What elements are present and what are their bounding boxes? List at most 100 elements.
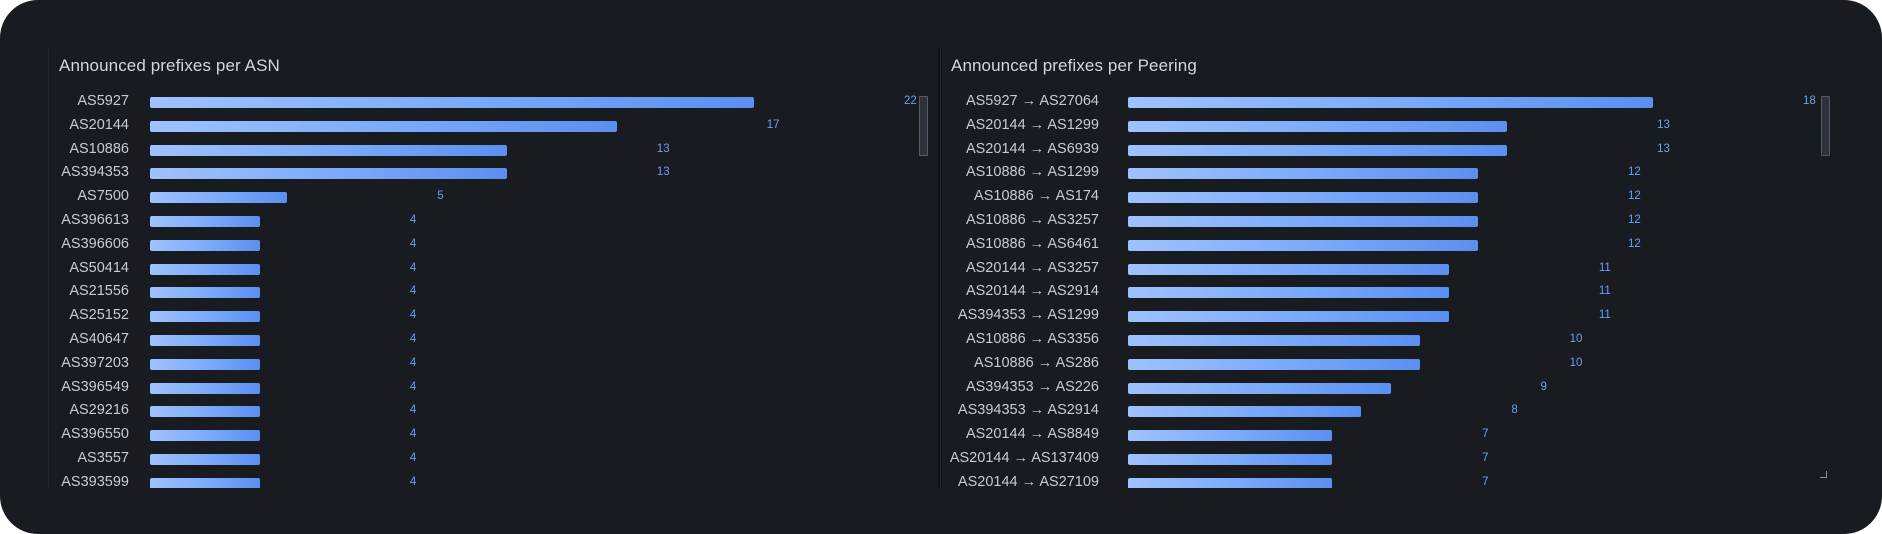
- bar-row[interactable]: AS25152 4: [49, 304, 939, 328]
- bar[interactable]: [1128, 263, 1449, 275]
- bar[interactable]: [150, 382, 260, 394]
- bar[interactable]: [150, 358, 260, 370]
- bar[interactable]: [150, 406, 260, 418]
- bar[interactable]: [150, 430, 260, 442]
- bar-row[interactable]: AS5927 → AS27064 18: [941, 90, 1841, 114]
- bar-label: AS50414: [69, 259, 129, 276]
- bar[interactable]: [150, 239, 260, 251]
- bar-row[interactable]: AS10886 → AS174 12: [941, 185, 1841, 209]
- bar-value: 7: [1482, 428, 1489, 441]
- scrollbar[interactable]: [919, 96, 928, 156]
- bar-row[interactable]: AS20144 → AS137409 7: [941, 447, 1841, 471]
- bar[interactable]: [1128, 192, 1478, 204]
- bar-label: AS20144 → AS2914: [965, 283, 1099, 300]
- bar-label: AS20144 → AS1299: [965, 116, 1099, 133]
- bar-row[interactable]: AS396613 4: [49, 209, 939, 233]
- bar[interactable]: [150, 454, 260, 465]
- bar-row[interactable]: AS21556 4: [49, 280, 939, 304]
- bar-row[interactable]: AS396606 4: [49, 233, 939, 257]
- bar[interactable]: [1128, 311, 1449, 323]
- bar[interactable]: [1128, 168, 1478, 180]
- bar-row[interactable]: AS10886 → AS286 10: [941, 352, 1841, 376]
- panel-prefixes-per-peering: Announced prefixes per Peering AS5927 → …: [940, 48, 1841, 488]
- bar-row[interactable]: AS7500 5: [49, 185, 939, 209]
- bar-row[interactable]: AS20144 → AS2914 11: [941, 280, 1841, 304]
- bar-row[interactable]: AS10886 → AS6461 12: [941, 233, 1841, 257]
- bar-row[interactable]: AS40647 4: [49, 328, 939, 352]
- bar-row[interactable]: AS394353 → AS1299 11: [941, 304, 1841, 328]
- bar-label: AS394353 → AS2914: [957, 402, 1099, 419]
- bar[interactable]: [1128, 287, 1449, 299]
- bar-row[interactable]: AS20144 → AS27109 7: [941, 471, 1841, 488]
- bar[interactable]: [1128, 382, 1391, 394]
- bar-row[interactable]: AS394353 → AS2914 8: [941, 399, 1841, 423]
- bar-row[interactable]: AS20144 → AS6939 13: [941, 138, 1841, 162]
- bar[interactable]: [150, 168, 507, 180]
- bar[interactable]: [150, 144, 507, 156]
- bar-row[interactable]: AS397203 4: [49, 352, 939, 376]
- bar-value: 9: [1540, 380, 1547, 393]
- bar-row[interactable]: AS5927 22: [49, 90, 939, 114]
- bar-label: AS5927 → AS27064: [965, 93, 1099, 109]
- bar[interactable]: [1128, 358, 1420, 370]
- bar[interactable]: [150, 97, 754, 108]
- bar-row[interactable]: AS20144 17: [49, 114, 939, 138]
- bar-row[interactable]: AS10886 → AS1299 12: [941, 161, 1841, 185]
- bar[interactable]: [1128, 120, 1508, 132]
- bar-row[interactable]: AS3557 4: [49, 447, 939, 471]
- bar-row[interactable]: AS396549 4: [49, 376, 939, 400]
- bar-row[interactable]: AS10886 → AS3257 12: [941, 209, 1841, 233]
- bar-row[interactable]: AS10886 → AS3356 10: [941, 328, 1841, 352]
- bar-row[interactable]: AS20144 → AS3257 11: [941, 257, 1841, 281]
- bar-value: 7: [1482, 475, 1489, 488]
- bar-value: 12: [1628, 190, 1641, 203]
- scrollbar[interactable]: [1821, 96, 1830, 156]
- bar-row[interactable]: AS29216 4: [49, 399, 939, 423]
- bar[interactable]: [1128, 239, 1478, 251]
- panel-title: Announced prefixes per ASN: [59, 56, 280, 75]
- bar-chart-asn[interactable]: AS5927 22 AS20144 17 AS10886 13 AS394353 13 AS75…: [49, 90, 939, 488]
- bar-row[interactable]: AS394353 13: [49, 161, 939, 185]
- bar-label: AS20144 → AS3257: [965, 259, 1099, 276]
- resize-handle-icon[interactable]: [1820, 471, 1827, 478]
- bar[interactable]: [1128, 97, 1653, 108]
- bar[interactable]: [150, 192, 288, 204]
- bar-value: 11: [1598, 285, 1611, 298]
- bar-row[interactable]: AS396550 4: [49, 423, 939, 447]
- bar[interactable]: [1128, 406, 1362, 418]
- bar[interactable]: [1128, 335, 1420, 346]
- bar-label: AS3557: [77, 450, 129, 466]
- bar[interactable]: [150, 263, 260, 275]
- bar[interactable]: [1128, 454, 1333, 465]
- bar-label: AS29216: [69, 402, 129, 419]
- bar-label: AS40647: [69, 331, 129, 347]
- bar[interactable]: [150, 120, 617, 132]
- bar[interactable]: [1128, 430, 1333, 442]
- bar-value: 4: [409, 404, 417, 417]
- bar-value: 12: [1628, 214, 1641, 226]
- bar-value: 5: [437, 190, 444, 203]
- bar-value: 17: [766, 118, 780, 131]
- bar[interactable]: [150, 216, 260, 227]
- bar[interactable]: [150, 335, 260, 346]
- bar-label: AS20144 → AS8849: [965, 426, 1099, 443]
- bar[interactable]: [150, 311, 260, 323]
- bar[interactable]: [1128, 216, 1478, 227]
- bar-value: 7: [1482, 452, 1489, 464]
- bar-value: 10: [1569, 356, 1583, 369]
- bar[interactable]: [150, 287, 260, 299]
- bar-row[interactable]: AS20144 → AS8849 7: [941, 423, 1841, 447]
- bar[interactable]: [1128, 477, 1333, 488]
- bar-chart-peering[interactable]: AS5927 → AS27064 18 AS20144 → AS1299 13 AS20…: [941, 90, 1841, 488]
- bar-row[interactable]: AS20144 → AS1299 13: [941, 114, 1841, 138]
- bar[interactable]: [1128, 144, 1508, 156]
- bar[interactable]: [150, 477, 260, 488]
- bar-row[interactable]: AS50414 4: [49, 257, 939, 281]
- bar-row[interactable]: AS394353 → AS226 9: [941, 376, 1841, 400]
- bar-label: AS10886: [69, 140, 129, 157]
- bar-value: 4: [409, 237, 417, 250]
- bar-row[interactable]: AS10886 13: [49, 138, 939, 162]
- bar-value: 11: [1598, 261, 1611, 274]
- bar-row[interactable]: AS393599 4: [49, 471, 939, 488]
- panel-prefixes-per-asn: Announced prefixes per ASN AS5927 22 AS201…: [48, 48, 939, 488]
